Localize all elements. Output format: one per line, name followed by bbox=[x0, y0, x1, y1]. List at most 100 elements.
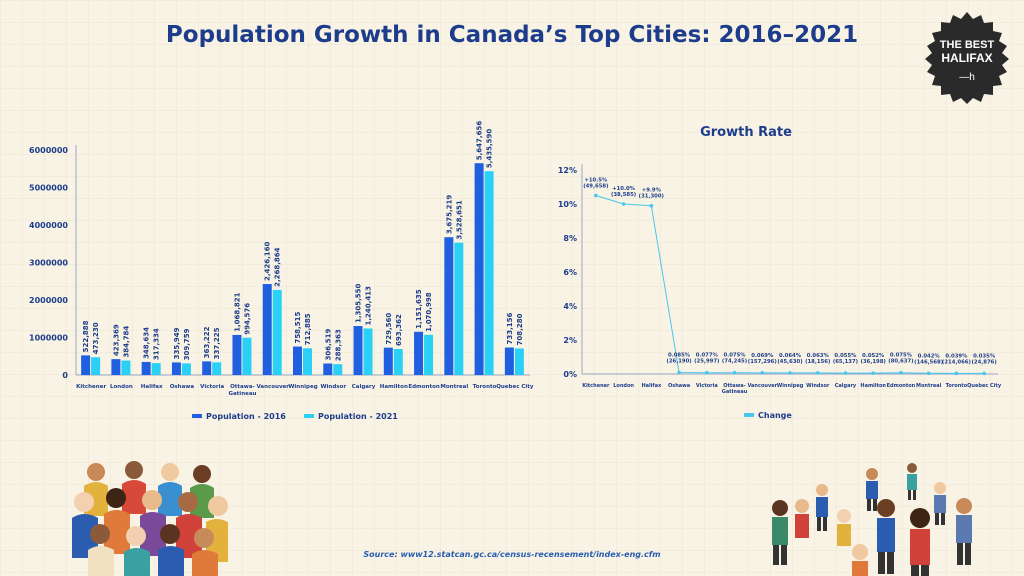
point-label-value: 0.077% bbox=[696, 353, 719, 359]
bar bbox=[121, 360, 131, 375]
x-tick-label: Montreal bbox=[440, 384, 468, 390]
point-label-count: (24,876) bbox=[971, 359, 996, 365]
bar-value-label: 3,675,219 bbox=[445, 195, 453, 235]
bar-value-label: 522,888 bbox=[82, 320, 90, 352]
bar bbox=[171, 362, 181, 375]
point-label-count: (36,198) bbox=[861, 359, 886, 365]
bar-value-label: 712,885 bbox=[304, 313, 312, 345]
series-line bbox=[595, 195, 985, 374]
bar-value-label: 708,280 bbox=[516, 313, 524, 345]
bar-value-label: 1,070,998 bbox=[425, 292, 433, 332]
y-tick-label: 0 bbox=[62, 371, 68, 380]
point-label-count: (49,658) bbox=[583, 184, 608, 190]
x-tick-label: Oshawa bbox=[170, 384, 195, 390]
legend-swatch bbox=[304, 414, 314, 418]
x-tick-label-line: Ottawa- bbox=[230, 384, 255, 390]
x-tick-label: Kitchener bbox=[582, 383, 610, 389]
badge-line1: THE BEST bbox=[940, 39, 995, 51]
y-tick-label: 2% bbox=[563, 336, 577, 345]
point-label-count: (214,066) bbox=[942, 359, 971, 365]
bar-value-label: 423,369 bbox=[112, 324, 120, 356]
x-tick-label: Halifax bbox=[141, 384, 163, 390]
line-chart-title: Growth Rate bbox=[700, 125, 792, 140]
bar-value-label: 733,156 bbox=[506, 312, 514, 344]
bar bbox=[444, 237, 454, 375]
point-label-value: +9.9% bbox=[642, 188, 662, 194]
point-label-count: (31,300) bbox=[639, 194, 664, 200]
x-tick-label-line: Halifax bbox=[141, 384, 163, 390]
data-point bbox=[843, 371, 848, 375]
data-point bbox=[621, 202, 626, 206]
bar bbox=[383, 347, 393, 375]
bar-value-label: 729,560 bbox=[385, 313, 393, 345]
bar bbox=[424, 334, 434, 375]
bar bbox=[474, 163, 484, 375]
data-point bbox=[677, 370, 681, 375]
point-label-count: (25,997) bbox=[694, 359, 719, 365]
data-point bbox=[815, 371, 820, 375]
bar-value-label: 335,949 bbox=[173, 327, 181, 359]
point-label: +10.0% (38,585) bbox=[611, 186, 636, 198]
x-tick-label: Montreal bbox=[916, 383, 942, 389]
crowd-illustration-left bbox=[72, 461, 228, 576]
x-tick-label-line: Quebec City bbox=[967, 383, 1002, 389]
x-tick-label-line: Calgary bbox=[352, 384, 376, 390]
x-tick-label-line: Quebec City bbox=[496, 384, 534, 390]
data-point bbox=[732, 370, 737, 375]
bar-value-label: 5,647,656 bbox=[476, 121, 484, 161]
page-title: Population Growth in Canada’s Top Cities… bbox=[165, 22, 859, 48]
bar bbox=[141, 361, 151, 375]
legend-swatch bbox=[192, 414, 202, 418]
y-tick-label: 10% bbox=[558, 200, 577, 209]
point-label-value: 0.085% bbox=[668, 353, 691, 359]
bar-value-label: 1,305,550 bbox=[355, 283, 363, 323]
bar bbox=[232, 334, 242, 375]
data-point bbox=[982, 371, 986, 376]
point-label-value: 0.042% bbox=[918, 353, 941, 359]
point-label: 0.042% (146,568) bbox=[914, 353, 943, 365]
bar-value-label: 473,230 bbox=[92, 322, 100, 354]
point-label-value: +10.0% bbox=[612, 186, 636, 192]
x-tick-label: Victoria bbox=[696, 383, 718, 389]
legend-label: Population - 2016 bbox=[206, 412, 286, 421]
bar bbox=[242, 337, 252, 375]
bar bbox=[272, 289, 282, 375]
y-tick-label: 12% bbox=[558, 166, 577, 175]
point-label-count: (157,296) bbox=[748, 359, 777, 365]
x-tick-label: Calgary bbox=[352, 384, 376, 390]
x-tick-label: Vancouver bbox=[256, 384, 289, 390]
bar-value-label: 384,784 bbox=[122, 326, 130, 358]
bar bbox=[323, 363, 333, 375]
x-tick-label: Hamilton bbox=[380, 384, 408, 390]
point-label: 0.069% (157,296) bbox=[748, 353, 777, 365]
x-tick-label-line: Oshawa bbox=[668, 383, 690, 389]
bar-value-label: 758,515 bbox=[294, 312, 302, 344]
x-tick-label-line: Vancouver bbox=[256, 384, 289, 390]
x-tick-label: Quebec City bbox=[496, 384, 534, 390]
point-label: 0.085% (26,190) bbox=[666, 353, 691, 365]
bar-value-label: 2,426,160 bbox=[264, 241, 272, 281]
bar bbox=[202, 361, 212, 375]
x-tick-label: Toronto bbox=[946, 383, 968, 389]
bar bbox=[91, 357, 101, 375]
point-label: +10.5% (49,658) bbox=[583, 178, 608, 190]
x-tick-label-line: Halifax bbox=[641, 383, 662, 389]
bar-value-label: 5,435,590 bbox=[486, 129, 494, 169]
point-label-value: 0.035% bbox=[973, 353, 996, 359]
y-tick-label: 2000000 bbox=[29, 296, 68, 305]
bar-value-label: 317,334 bbox=[153, 328, 161, 360]
bar bbox=[454, 242, 464, 375]
x-tick-label-line: Toronto bbox=[946, 383, 968, 389]
x-tick-label-line: Hamilton bbox=[380, 384, 408, 390]
point-label: 0.052% (36,198) bbox=[861, 353, 886, 365]
x-tick-label-line: Edmonton bbox=[887, 383, 916, 389]
x-tick-label: Edmonton bbox=[408, 384, 440, 390]
y-tick-label: 4000000 bbox=[29, 221, 68, 230]
legend-label: Population - 2021 bbox=[318, 412, 398, 421]
x-tick-label-line: Windsor bbox=[320, 384, 346, 390]
y-tick-label: 6000000 bbox=[29, 146, 68, 155]
x-tick-label-line: London bbox=[613, 383, 634, 389]
x-tick-label-line: Ottawa- bbox=[723, 383, 745, 389]
x-tick-label-line: Vancouver bbox=[747, 383, 777, 389]
